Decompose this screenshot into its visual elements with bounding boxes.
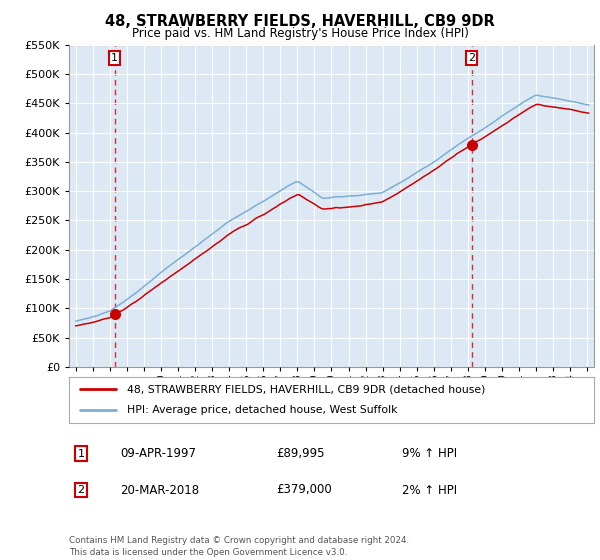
Text: 1: 1 bbox=[111, 53, 118, 63]
Text: 2: 2 bbox=[77, 485, 85, 495]
Text: £89,995: £89,995 bbox=[276, 447, 325, 460]
Text: 2% ↑ HPI: 2% ↑ HPI bbox=[402, 483, 457, 497]
Text: 09-APR-1997: 09-APR-1997 bbox=[120, 447, 196, 460]
Text: 20-MAR-2018: 20-MAR-2018 bbox=[120, 483, 199, 497]
Text: 48, STRAWBERRY FIELDS, HAVERHILL, CB9 9DR: 48, STRAWBERRY FIELDS, HAVERHILL, CB9 9D… bbox=[105, 14, 495, 29]
Text: Contains HM Land Registry data © Crown copyright and database right 2024.
This d: Contains HM Land Registry data © Crown c… bbox=[69, 536, 409, 557]
Text: 9% ↑ HPI: 9% ↑ HPI bbox=[402, 447, 457, 460]
Text: HPI: Average price, detached house, West Suffolk: HPI: Average price, detached house, West… bbox=[127, 405, 397, 416]
Text: 1: 1 bbox=[77, 449, 85, 459]
Text: 48, STRAWBERRY FIELDS, HAVERHILL, CB9 9DR (detached house): 48, STRAWBERRY FIELDS, HAVERHILL, CB9 9D… bbox=[127, 384, 485, 394]
Text: Price paid vs. HM Land Registry's House Price Index (HPI): Price paid vs. HM Land Registry's House … bbox=[131, 27, 469, 40]
Text: £379,000: £379,000 bbox=[276, 483, 332, 497]
Text: 2: 2 bbox=[468, 53, 475, 63]
